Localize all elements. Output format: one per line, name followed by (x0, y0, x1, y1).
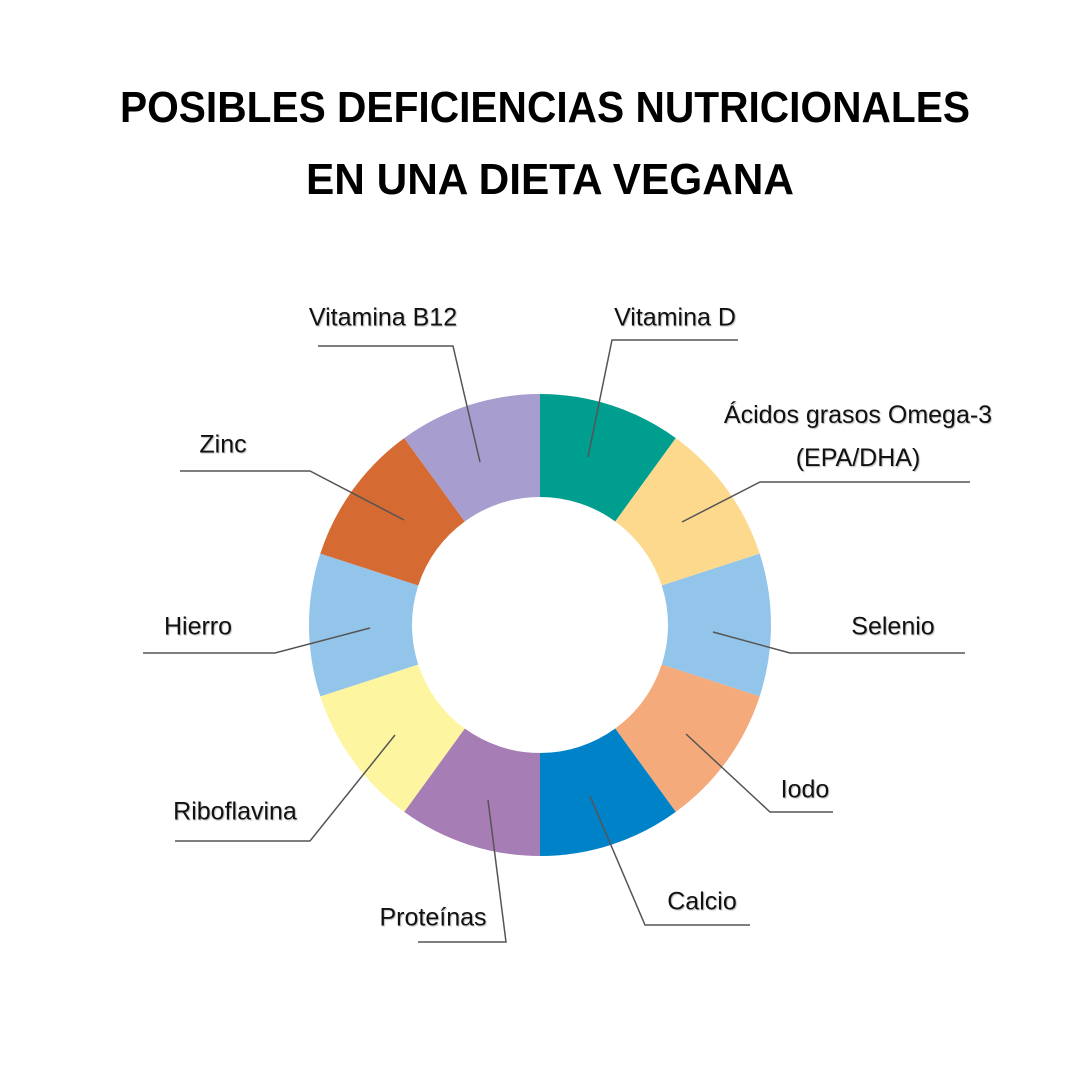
donut-segment (540, 394, 676, 522)
segment-label: Selenio (851, 612, 935, 641)
donut-segment (615, 438, 760, 586)
donut-segment (661, 553, 771, 697)
leader-line (175, 734, 396, 842)
leader-line (143, 627, 371, 654)
segment-label: Iodo (780, 775, 830, 804)
donut-segment (320, 438, 465, 586)
segment-label: Vitamina B12 (308, 303, 458, 332)
donut-segment (309, 553, 419, 697)
segment-label: Ácidos grasos Omega-3 (EPA/DHA) (723, 401, 993, 472)
donut-segment (404, 394, 540, 522)
donut-segment (615, 664, 760, 812)
donut-segment (540, 728, 676, 856)
leader-line (685, 733, 833, 813)
segment-label: Hierro (163, 612, 233, 641)
leader-line (681, 481, 970, 523)
leader-line (180, 470, 405, 521)
leader-line (587, 339, 738, 458)
leader-line (418, 799, 507, 943)
leader-line (712, 631, 965, 654)
chart-title: EN UNA DIETA VEGANA (306, 155, 794, 204)
leader-line (318, 345, 481, 463)
leader-line (589, 795, 750, 926)
segment-label: Proteínas (379, 903, 487, 932)
segment-label: Riboflavina (173, 797, 297, 826)
segment-label: Calcio (667, 887, 737, 916)
segment-label: Vitamina D (614, 303, 736, 332)
donut-segment (404, 728, 540, 856)
chart-title: POSIBLES DEFICIENCIAS NUTRICIONALES (120, 83, 970, 132)
segment-label: Zinc (199, 430, 247, 459)
